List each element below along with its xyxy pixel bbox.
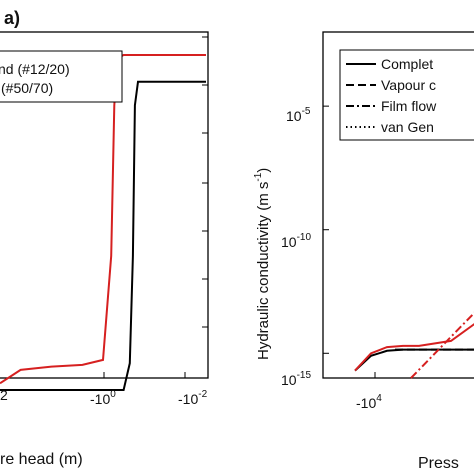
b-xtick-label-1: -104 [356,393,382,411]
panel-b-legend: Complet Vapour c Film flow van Gen [339,49,474,141]
b-ytick-label-2: 10-10 [281,232,311,250]
b-ytick-label-3: 10-15 [281,370,311,388]
panel-b-x-axis-label: Press [418,455,459,472]
legend-entry-a-2: (#50/70) [1,80,53,96]
a-xtick-label-2: -100 [90,389,116,407]
panel-a-legend: nd (#12/20) (#50/70) [0,50,123,103]
a-xtick-label-1: 2 [0,387,8,403]
panel-b: Hydraulic conductivity (m s-1) 10-5 10-1… [253,31,474,472]
panel-b-series [354,311,474,379]
panel-a-x-axis-label: re head (m) [0,451,83,468]
legend-entry-b-2: Vapour c [381,77,436,93]
b-ytick-label-1: 10-5 [286,106,311,124]
panel-a: a) nd (#12/20) (#50/70) 2 -100 -10-2 re … [0,8,209,468]
panel-a-label: a) [4,8,20,28]
panel-a-ticks [103,36,208,378]
panel-b-ticks [323,105,376,378]
panel-b-axes-box [322,31,474,379]
legend-entry-b-1: Complet [381,56,433,72]
panel-a-legend-box [0,50,123,103]
series-b-4 [354,323,474,372]
series-b-3 [410,311,474,379]
legend-entry-a-1: nd (#12/20) [0,61,70,77]
legend-entry-b-4: van Gen [381,119,434,135]
panel-b-y-axis-label: Hydraulic conductivity (m s-1) [253,168,272,360]
a-xtick-label-3: -10-2 [178,389,208,407]
series-a-1 [0,54,206,385]
series-a-2 [0,80,206,391]
panel-a-series [0,54,206,391]
panel-a-axes-box [0,31,209,379]
legend-entry-b-3: Film flow [381,98,437,114]
